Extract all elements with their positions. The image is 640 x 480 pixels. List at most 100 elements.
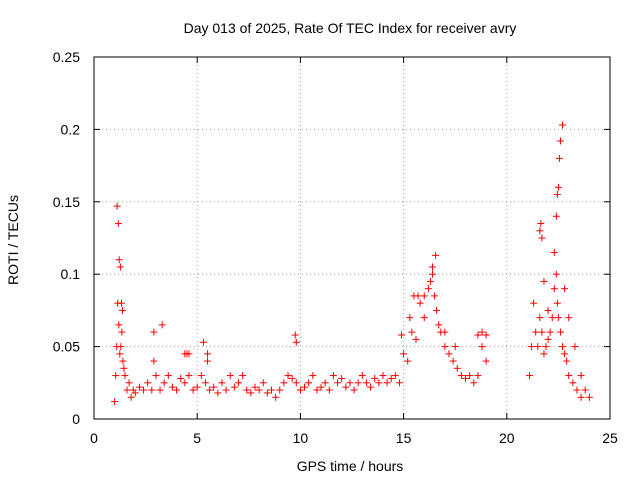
data-points (111, 121, 593, 406)
data-point (131, 389, 139, 397)
x-axis-label: GPS time / hours (297, 458, 404, 474)
x-tick-label: 25 (602, 430, 618, 446)
data-point (292, 338, 300, 346)
data-point (408, 328, 416, 336)
data-point (164, 372, 172, 380)
data-point (555, 154, 563, 162)
data-point (204, 357, 212, 365)
data-point (538, 234, 546, 242)
data-point (350, 386, 358, 394)
data-point (193, 383, 201, 391)
data-point (552, 270, 560, 278)
data-point (466, 372, 474, 380)
data-point (367, 383, 375, 391)
y-tick-label: 0.2 (61, 121, 81, 137)
data-point (548, 314, 556, 322)
data-point (338, 374, 346, 382)
data-point (556, 137, 564, 145)
data-point (433, 306, 441, 314)
data-point (123, 386, 131, 394)
data-point (379, 372, 387, 380)
data-point (247, 389, 255, 397)
data-point (537, 220, 545, 228)
data-point (185, 372, 193, 380)
data-point (474, 331, 482, 339)
data-point (406, 314, 414, 322)
data-point (544, 335, 552, 343)
data-point (478, 328, 486, 336)
data-point (199, 338, 207, 346)
data-point (127, 393, 135, 401)
data-point (150, 357, 158, 365)
data-point (251, 383, 259, 391)
data-point (113, 202, 121, 210)
data-point (470, 379, 478, 387)
y-tick-label: 0.25 (53, 49, 80, 65)
data-point (276, 386, 284, 394)
data-point (581, 386, 589, 394)
data-point (451, 343, 459, 351)
x-tick-label: 10 (293, 430, 309, 446)
data-point (185, 350, 193, 358)
data-point (334, 379, 342, 387)
data-point (398, 331, 406, 339)
data-point (116, 350, 124, 358)
data-point (391, 372, 399, 380)
data-point (160, 379, 168, 387)
data-point (321, 379, 329, 387)
data-point (291, 331, 299, 339)
data-point (206, 386, 214, 394)
data-point (577, 372, 585, 380)
data-point (234, 379, 242, 387)
data-point (420, 292, 428, 300)
data-point (288, 374, 296, 382)
y-tick-label: 0 (72, 411, 80, 427)
data-point (342, 383, 350, 391)
data-point (482, 357, 490, 365)
data-point (559, 343, 567, 351)
data-point (561, 285, 569, 293)
data-point (150, 328, 158, 336)
data-point (259, 379, 267, 387)
data-point (449, 357, 457, 365)
data-point (292, 379, 300, 387)
grid-lines (94, 57, 610, 419)
data-point (445, 350, 453, 358)
data-point (358, 372, 366, 380)
data-point (272, 393, 280, 401)
data-point (119, 357, 127, 365)
data-point (404, 357, 412, 365)
data-point (383, 379, 391, 387)
data-point (546, 328, 554, 336)
data-point (530, 299, 538, 307)
data-point (243, 386, 251, 394)
data-point (534, 343, 542, 351)
data-point (346, 379, 354, 387)
data-point (554, 183, 562, 191)
data-point (114, 220, 122, 228)
y-axis-label: ROTI / TECUs (5, 195, 21, 285)
x-tick-label: 15 (396, 430, 412, 446)
data-point (414, 292, 422, 300)
data-point (441, 328, 449, 336)
data-point (577, 393, 585, 401)
data-point (559, 121, 567, 129)
data-point (556, 328, 564, 336)
data-point (420, 314, 428, 322)
data-point (375, 379, 383, 387)
data-point (204, 350, 212, 358)
data-point (457, 372, 465, 380)
data-point (412, 335, 420, 343)
data-point (230, 383, 238, 391)
data-point (168, 383, 176, 391)
data-point (284, 372, 292, 380)
data-point (561, 350, 569, 358)
data-point (416, 299, 424, 307)
data-point (474, 372, 482, 380)
data-point (563, 357, 571, 365)
data-point (553, 191, 561, 199)
data-point (528, 343, 536, 351)
data-point (222, 386, 230, 394)
data-point (544, 306, 552, 314)
data-point (125, 379, 133, 387)
